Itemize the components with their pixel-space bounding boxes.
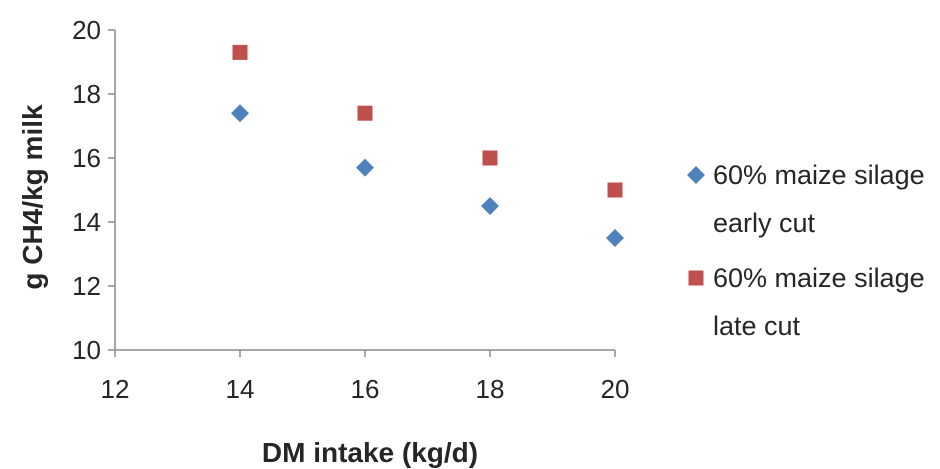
y-tick-label: 10 [72, 335, 101, 365]
legend-square-marker [688, 270, 704, 286]
x-ticks: 12 14 16 18 20 [101, 350, 630, 404]
early-cut-point [356, 158, 374, 177]
early-cut-point [481, 197, 499, 215]
x-tick-label: 16 [351, 374, 380, 404]
data-points [231, 44, 624, 247]
x-tick-label: 12 [101, 374, 130, 404]
x-tick-label: 20 [601, 374, 630, 404]
legend-label: 60% maize silage [713, 263, 925, 293]
y-ticks: 10 12 14 16 18 20 [72, 15, 115, 365]
y-tick-label: 12 [72, 271, 101, 301]
y-tick-label: 14 [72, 207, 101, 237]
y-tick-label: 18 [72, 79, 101, 109]
late-cut-point [607, 182, 623, 198]
x-axis-title: DM intake (kg/d) [262, 437, 478, 468]
y-axis-title: g CH4/kg milk [17, 104, 48, 290]
late-cut-point [357, 105, 373, 121]
late-cut-point [482, 150, 498, 166]
early-cut-point [231, 104, 249, 123]
x-tick-label: 14 [226, 374, 255, 404]
y-tick-label: 20 [72, 15, 101, 45]
late-cut-point [232, 44, 248, 60]
x-tick-label: 18 [476, 374, 505, 404]
legend-label: 60% maize silage [713, 160, 925, 190]
legend-label: late cut [713, 311, 801, 341]
legend: 60% maize silage early cut 60% maize silag… [687, 160, 925, 341]
legend-label: early cut [713, 208, 816, 238]
early-cut-point [606, 229, 624, 247]
legend-diamond-marker [687, 166, 705, 184]
y-tick-label: 16 [72, 143, 101, 173]
